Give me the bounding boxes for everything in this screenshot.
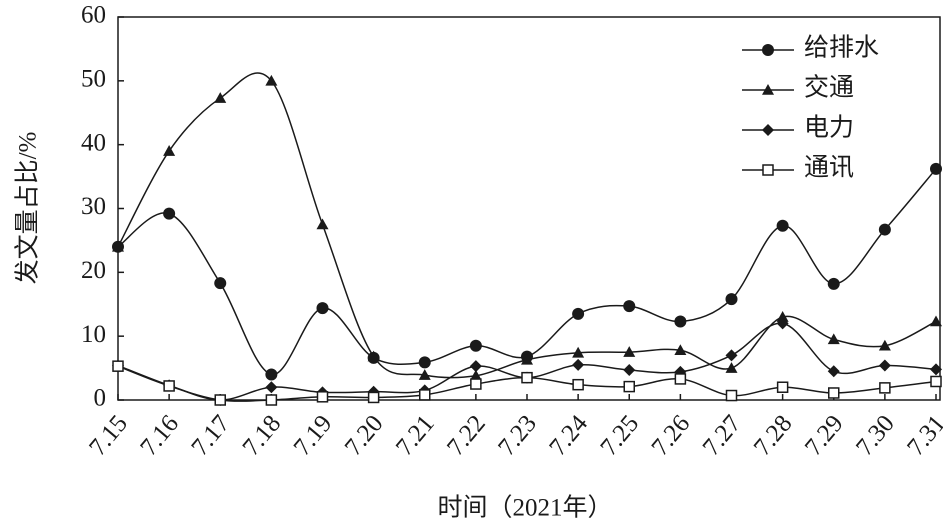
data-point <box>316 302 329 315</box>
data-point <box>163 145 176 156</box>
y-tick-label: 50 <box>81 66 106 93</box>
data-point <box>418 369 431 380</box>
data-point <box>265 368 278 381</box>
data-point <box>469 339 482 352</box>
legend-label: 通讯 <box>804 155 854 182</box>
data-point <box>878 359 891 372</box>
y-axis-label: 发文量占比/% <box>14 132 42 285</box>
data-point <box>572 346 585 358</box>
data-point <box>878 223 891 236</box>
y-tick-label: 20 <box>81 257 106 284</box>
data-point <box>776 381 789 393</box>
series-line <box>117 168 937 376</box>
legend-label: 给排水 <box>804 34 879 62</box>
data-point <box>827 365 840 378</box>
data-point <box>214 277 227 290</box>
data-point <box>776 311 789 322</box>
data-point <box>572 378 584 391</box>
legend-label: 电力 <box>804 114 854 142</box>
data-point <box>572 307 585 320</box>
data-point <box>521 353 533 365</box>
y-tick-label: 60 <box>81 2 106 29</box>
x-tick-label: 7.16 <box>135 410 184 461</box>
data-point <box>674 373 687 385</box>
data-point <box>827 277 840 290</box>
data-point <box>419 389 431 401</box>
x-tick-label: 7.30 <box>851 410 900 461</box>
data-point <box>316 391 329 403</box>
x-tick-label: 7.20 <box>340 410 389 461</box>
x-tick-label: 7.27 <box>698 410 747 461</box>
data-point <box>470 378 482 390</box>
y-tick-label: 40 <box>81 129 106 156</box>
data-point <box>776 219 789 232</box>
data-point <box>112 240 124 252</box>
data-point <box>623 346 636 357</box>
data-point <box>725 362 738 373</box>
data-point <box>418 356 431 369</box>
data-point <box>469 369 482 381</box>
data-point <box>878 339 891 351</box>
x-tick-label: 7.15 <box>84 410 133 461</box>
data-point <box>725 293 738 306</box>
legend-marker <box>762 44 774 56</box>
data-point <box>623 363 636 376</box>
data-point <box>879 382 891 394</box>
data-point <box>827 333 840 345</box>
y-tick-label: 0 <box>94 385 107 412</box>
data-point <box>521 371 533 384</box>
data-point <box>930 375 942 388</box>
x-tick-label: 7.25 <box>595 410 644 461</box>
data-point <box>163 380 175 392</box>
x-tick-label: 7.19 <box>289 410 338 461</box>
data-point <box>674 344 687 356</box>
data-point <box>623 380 635 393</box>
data-point <box>214 92 227 103</box>
data-point <box>469 360 482 373</box>
y-tick-label: 30 <box>81 193 106 220</box>
data-point <box>725 349 738 362</box>
x-tick-label: 7.24 <box>544 410 593 461</box>
x-axis-label: 时间（2021年） <box>437 494 612 522</box>
x-tick-label: 7.21 <box>391 410 440 461</box>
x-tick-label: 7.18 <box>238 410 287 461</box>
legend-marker <box>762 164 774 176</box>
data-point <box>316 218 329 230</box>
data-point <box>623 300 636 313</box>
data-point <box>725 389 738 402</box>
data-point <box>674 315 687 328</box>
data-point <box>163 207 176 220</box>
data-point <box>265 74 278 86</box>
data-point <box>572 358 585 371</box>
x-tick-label: 7.31 <box>902 410 943 461</box>
data-point <box>367 350 380 362</box>
data-point <box>367 391 380 404</box>
legend-marker <box>762 84 774 95</box>
data-point <box>828 387 840 399</box>
data-point <box>214 394 226 406</box>
legend-marker <box>762 124 774 136</box>
data-point <box>265 394 278 406</box>
x-tick-label: 7.23 <box>493 410 542 461</box>
y-tick-label: 10 <box>81 321 106 348</box>
data-point <box>930 315 942 327</box>
data-point <box>776 317 789 330</box>
data-point <box>930 363 942 376</box>
data-point <box>930 162 942 175</box>
x-tick-label: 7.22 <box>442 410 491 461</box>
data-point <box>265 381 278 394</box>
x-tick-label: 7.29 <box>800 410 849 461</box>
data-point <box>112 360 124 372</box>
x-tick-label: 7.17 <box>186 410 235 461</box>
x-tick-label: 7.26 <box>647 410 696 461</box>
x-tick-label: 7.28 <box>749 410 798 461</box>
legend-label: 交通 <box>804 74 854 102</box>
